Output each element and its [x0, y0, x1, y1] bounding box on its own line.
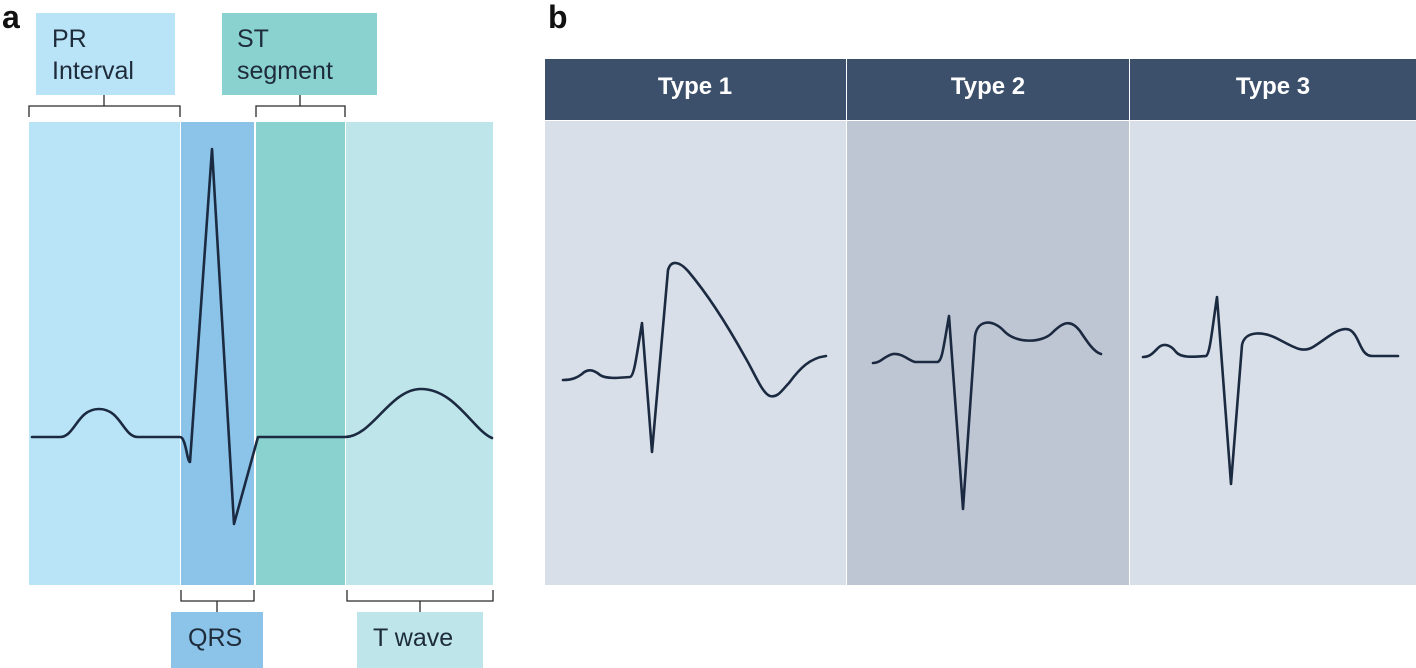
- type-1-ecg-trace: [561, 261, 828, 454]
- t-wave-region: [346, 122, 493, 585]
- pr-interval-region: [29, 122, 180, 585]
- type-3-ecg-trace: [1141, 295, 1400, 486]
- qrs-region: [181, 122, 254, 585]
- type-3-header: [1130, 59, 1416, 120]
- ecg-trace: [30, 147, 494, 526]
- st-segment-bracket: [255, 95, 346, 117]
- type-2-background: [847, 121, 1129, 585]
- panel-a-letter: a: [2, 0, 20, 35]
- type-2-label: Type 2: [951, 73, 1025, 100]
- st-segment-label-line2: segment: [237, 57, 333, 85]
- panel-b: b Type 1 Type 2 Type 3: [545, 0, 1416, 585]
- type-1-header: [545, 59, 846, 120]
- pr-interval-label-line2: Interval: [52, 57, 134, 85]
- t-wave-label: T wave: [373, 624, 453, 652]
- t-wave-bracket: [346, 590, 494, 612]
- st-segment-label-line1: ST: [237, 25, 269, 53]
- type-2-ecg-trace: [871, 314, 1103, 511]
- qrs-label: QRS: [188, 624, 242, 652]
- type-3-background: [1130, 121, 1416, 585]
- pr-interval-bracket: [28, 95, 181, 117]
- panel-b-letter: b: [548, 0, 568, 35]
- type-2-header: [847, 59, 1129, 120]
- pr-interval-label-box: [36, 13, 175, 95]
- type-1-label: Type 1: [658, 73, 732, 100]
- pr-interval-label-line1: PR: [52, 25, 87, 53]
- type-1-background: [545, 121, 846, 585]
- t-wave-label-box: [357, 612, 483, 668]
- qrs-bracket: [180, 590, 255, 612]
- type-3-label: Type 3: [1236, 73, 1310, 100]
- qrs-label-box: [171, 612, 263, 668]
- st-segment-region: [256, 122, 345, 585]
- panel-a: a PR Interval ST segment QRS T wave: [2, 0, 494, 668]
- st-segment-label-box: [222, 13, 377, 95]
